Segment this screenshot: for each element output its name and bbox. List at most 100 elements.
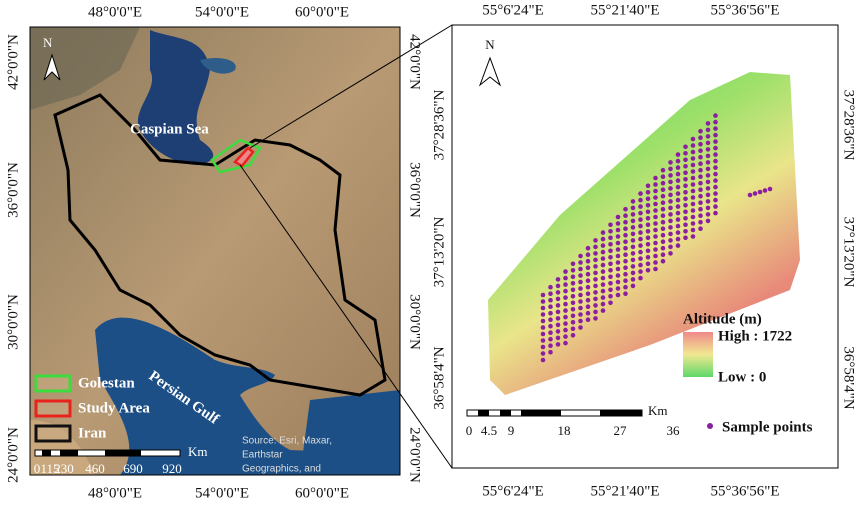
sample-point	[638, 256, 643, 261]
sample-point	[593, 309, 598, 315]
sample-point	[698, 206, 703, 212]
sample-point	[585, 304, 591, 310]
sample-point	[555, 316, 561, 321]
sample-point	[675, 236, 681, 242]
legend-title: Altitude (m)	[683, 311, 762, 327]
sample-point	[570, 281, 576, 286]
sample-point	[540, 292, 546, 298]
sample-point	[690, 182, 696, 187]
sample-point	[615, 214, 621, 220]
sample-point	[585, 252, 591, 257]
sample-point	[563, 295, 568, 300]
sample-point	[623, 206, 628, 212]
sample-point	[630, 218, 636, 224]
sample-point	[608, 287, 613, 293]
sample-point	[713, 210, 718, 216]
sample-point	[668, 192, 673, 198]
scale-tick: 9	[508, 423, 515, 438]
sample-point	[600, 249, 606, 255]
sample-point	[563, 340, 568, 346]
scale-tick: 36	[667, 423, 681, 438]
sample-point	[767, 186, 773, 192]
coord-label: 24°0'0"N	[407, 427, 423, 483]
sample-point	[593, 303, 598, 308]
sample-point	[570, 307, 576, 312]
sample-point	[762, 188, 768, 193]
sample-point	[615, 279, 621, 285]
sample-point	[683, 209, 688, 215]
sample-point	[563, 288, 568, 294]
sample-point	[623, 252, 628, 257]
sample-point	[713, 145, 718, 151]
sample-point	[698, 219, 703, 225]
sample-point	[623, 245, 628, 251]
sample-point	[585, 271, 591, 277]
sample-point	[630, 270, 636, 276]
sample-point	[578, 312, 583, 317]
sample-point	[705, 160, 711, 165]
sample-point	[555, 277, 561, 282]
sample-point	[548, 349, 553, 355]
sample-point	[608, 222, 613, 228]
sample-point	[713, 132, 718, 138]
sample-point	[540, 338, 546, 343]
sample-point	[690, 169, 696, 174]
source-text: Earthstar	[242, 450, 283, 461]
sample-point	[683, 157, 688, 163]
sample-point	[713, 119, 718, 125]
sample-point	[638, 223, 643, 229]
sample-point	[660, 252, 666, 257]
sample-point	[698, 135, 703, 140]
sample-point	[705, 134, 711, 139]
sample-point	[690, 195, 696, 200]
sample-point	[705, 166, 711, 172]
sample-point	[623, 278, 628, 284]
sample-point	[608, 294, 613, 299]
sample-point	[600, 262, 606, 268]
sample-point	[698, 167, 703, 173]
sample-point	[585, 297, 591, 303]
sample-point	[570, 313, 576, 319]
sample-point	[645, 242, 651, 247]
sample-point	[660, 245, 666, 251]
sample-point	[593, 257, 598, 263]
coord-label: 37°28'36"N	[431, 90, 447, 161]
sample-point	[578, 260, 583, 265]
sample-point	[630, 264, 636, 269]
legend-label: Study Area	[78, 400, 150, 416]
sample-point	[698, 154, 703, 160]
sample-point	[555, 283, 561, 289]
sample-point	[653, 240, 658, 246]
sample-point	[593, 270, 598, 276]
sample-point	[630, 231, 636, 237]
scale-unit: Km	[648, 403, 668, 418]
sample-point	[563, 282, 568, 287]
sample-point	[578, 273, 583, 278]
sample-point	[555, 329, 561, 334]
sample-point	[638, 236, 643, 242]
sample-point	[668, 199, 673, 204]
sample-point	[585, 317, 591, 323]
legend-swatch	[34, 399, 72, 418]
dem-surface	[488, 72, 800, 395]
coord-label: 60°0'0"E	[295, 485, 349, 501]
source-text: Source: Esri, Maxar,	[242, 436, 332, 447]
sample-point	[615, 247, 621, 252]
connector	[239, 164, 453, 469]
sample-point	[615, 260, 621, 265]
sample-point	[653, 247, 658, 252]
legend-label: Golestan	[78, 375, 135, 391]
sample-point	[555, 309, 561, 315]
coord-label: 55°6'24"E	[482, 2, 544, 18]
sample-point	[623, 284, 628, 290]
coord-label: 42°0'0"N	[5, 34, 21, 90]
coord-label: 55°36'56"E	[711, 483, 780, 499]
sample-point	[608, 261, 613, 267]
coord-label: 36°58'4"N	[841, 346, 857, 409]
sample-point	[608, 268, 613, 273]
sample-point	[675, 204, 681, 209]
sample-point	[690, 201, 696, 207]
sample-point	[638, 191, 643, 196]
sample-point	[705, 153, 711, 159]
scale-unit: Km	[188, 444, 208, 459]
